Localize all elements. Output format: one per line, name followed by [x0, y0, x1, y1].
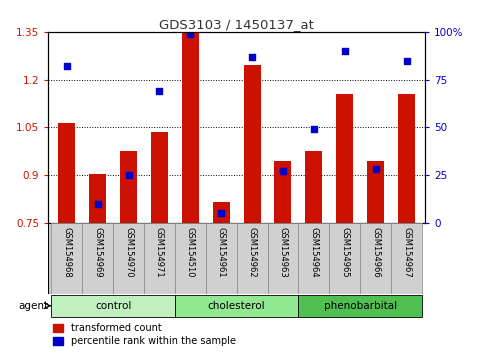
Point: [341, 48, 349, 54]
Bar: [274, 161, 291, 223]
Point: [372, 167, 380, 172]
Bar: [298, 295, 422, 318]
Point: [279, 169, 287, 174]
Text: GSM154964: GSM154964: [310, 227, 318, 277]
Text: GSM154963: GSM154963: [279, 227, 287, 277]
Text: GSM154969: GSM154969: [93, 227, 102, 277]
Bar: [113, 223, 144, 294]
Text: GSM154966: GSM154966: [371, 227, 380, 277]
Bar: [51, 223, 82, 294]
Point: [310, 126, 318, 132]
Bar: [51, 295, 175, 318]
Bar: [237, 223, 268, 294]
Text: GSM154967: GSM154967: [402, 227, 411, 277]
Bar: [298, 223, 329, 294]
Text: control: control: [95, 301, 131, 311]
Bar: [58, 123, 75, 223]
Title: GDS3103 / 1450137_at: GDS3103 / 1450137_at: [159, 18, 314, 31]
Bar: [329, 223, 360, 294]
Bar: [151, 132, 168, 223]
Bar: [367, 161, 384, 223]
Point: [186, 31, 194, 36]
Text: GSM154970: GSM154970: [124, 227, 133, 277]
Text: cholesterol: cholesterol: [208, 301, 266, 311]
Bar: [120, 152, 137, 223]
Text: GSM154962: GSM154962: [248, 227, 256, 277]
Bar: [398, 94, 415, 223]
Bar: [336, 94, 353, 223]
Point: [125, 172, 132, 178]
Point: [248, 54, 256, 59]
Bar: [206, 223, 237, 294]
Bar: [305, 152, 322, 223]
Bar: [182, 34, 199, 223]
Text: phenobarbital: phenobarbital: [324, 301, 397, 311]
Bar: [144, 223, 175, 294]
Bar: [82, 223, 113, 294]
Bar: [213, 202, 230, 223]
Bar: [89, 174, 106, 223]
Bar: [175, 295, 298, 318]
Text: GSM154971: GSM154971: [155, 227, 164, 277]
Bar: [268, 223, 298, 294]
Text: GSM154965: GSM154965: [340, 227, 349, 277]
Point: [156, 88, 163, 94]
Text: GSM154968: GSM154968: [62, 227, 71, 277]
Point: [63, 63, 71, 69]
Bar: [360, 223, 391, 294]
Legend: transformed count, percentile rank within the sample: transformed count, percentile rank withi…: [53, 324, 236, 346]
Bar: [391, 223, 422, 294]
Bar: [243, 65, 261, 223]
Point: [217, 211, 225, 216]
Point: [403, 58, 411, 63]
Text: GSM154510: GSM154510: [186, 227, 195, 277]
Text: agent: agent: [19, 301, 49, 311]
Bar: [175, 223, 206, 294]
Point: [94, 201, 101, 207]
Text: GSM154961: GSM154961: [217, 227, 226, 277]
